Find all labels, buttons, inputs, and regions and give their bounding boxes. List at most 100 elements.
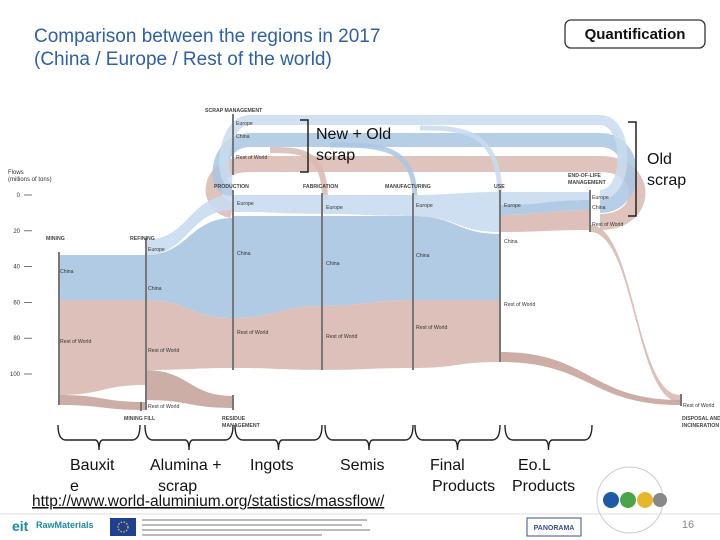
flow-band <box>413 300 500 368</box>
stage-label: Eo.L <box>518 457 551 474</box>
axis-tick-label: 40 <box>13 265 20 271</box>
node-bar <box>232 190 234 370</box>
flow-band <box>145 300 233 370</box>
region-label: Europe <box>416 203 433 209</box>
region-label: Rest of World <box>148 404 179 410</box>
eu-flag <box>110 518 136 536</box>
flow-band <box>413 216 500 300</box>
flow-band <box>322 195 413 216</box>
callout: scrap <box>647 172 686 189</box>
region-label: Europe <box>236 121 253 127</box>
node-bar <box>140 402 142 411</box>
stage-label: Semis <box>340 457 384 474</box>
scrap-loop <box>419 125 503 199</box>
node-label: PRODUCTION <box>214 184 249 190</box>
scrap-loop <box>212 133 637 213</box>
axis-label: Flows <box>8 170 24 176</box>
flow-band <box>233 216 322 318</box>
scrap-loop <box>205 156 646 230</box>
flow-band <box>413 192 500 232</box>
bracket <box>300 119 309 173</box>
bracket <box>628 121 637 217</box>
flow-band <box>322 300 413 370</box>
logo-dot <box>637 492 653 508</box>
region-label: Europe <box>148 247 165 253</box>
flow-band <box>60 300 145 395</box>
region-label: Rest of World <box>504 302 535 308</box>
decoration <box>0 19 720 537</box>
flow-band <box>60 255 145 300</box>
region-label: Rest of World <box>683 403 714 409</box>
node-bar <box>499 190 501 362</box>
region-label: Europe <box>326 205 343 211</box>
node-label: USE <box>494 184 505 190</box>
node-label: MANAGEMENT <box>568 180 607 186</box>
eu-stars <box>117 521 129 533</box>
node-bar <box>232 114 234 175</box>
stage-brace <box>324 424 414 451</box>
region-label: Rest of World <box>416 325 447 331</box>
region-label: Rest of World <box>148 348 179 354</box>
callout: Old <box>647 151 672 168</box>
flow-band <box>145 218 233 318</box>
stage-label: Ingots <box>250 457 294 474</box>
region-label: Rest of World <box>236 155 267 161</box>
badge: Quantification <box>585 26 686 43</box>
node-label: INCINERATION <box>682 423 719 429</box>
flow-band <box>145 370 233 408</box>
node-bar <box>680 394 682 406</box>
flow-band <box>322 216 413 306</box>
partner-logo <box>526 517 582 537</box>
flow-band <box>500 200 590 215</box>
footer-logo: eit <box>12 518 29 534</box>
region-label: China <box>504 239 518 245</box>
texts: Comparison between the regions in 2017(C… <box>8 26 720 534</box>
region-label: Europe <box>237 201 254 207</box>
stage-label: Alumina + <box>150 457 222 474</box>
node-label: REFINING <box>130 236 155 242</box>
axis-tick-label: 20 <box>13 229 20 235</box>
flow-band <box>60 395 145 410</box>
stage-label: Final <box>430 457 465 474</box>
slide-title: (China / Europe / Rest of the world) <box>34 49 332 70</box>
flow-band <box>233 306 322 370</box>
node-bar <box>232 395 234 410</box>
logo-dot <box>653 493 667 507</box>
node-bar <box>145 238 147 410</box>
node-label: MINING FILL <box>124 416 156 422</box>
region-label: China <box>60 269 74 275</box>
flow-band <box>233 195 322 214</box>
callout: scrap <box>316 147 355 164</box>
axis-tick-label: 0 <box>17 193 21 199</box>
slide-title: Comparison between the regions in 2017 <box>34 26 380 47</box>
flow-band <box>145 195 233 255</box>
flow-band <box>500 352 680 405</box>
region-label: China <box>148 286 162 292</box>
region-label: China <box>326 261 340 267</box>
callout: New + Old <box>316 126 391 143</box>
region-label: Rest of World <box>237 330 268 336</box>
stage-brace <box>57 424 141 451</box>
node-label: SCRAP MANAGEMENT <box>205 108 263 114</box>
node-bar <box>589 190 591 232</box>
stage-brace <box>414 424 501 451</box>
stage-brace <box>234 424 323 451</box>
node-bar <box>412 193 414 370</box>
sankey-flows <box>58 114 682 411</box>
stage-brace <box>144 424 234 451</box>
node-label: MANAGEMENT <box>222 423 261 429</box>
scrap-loop <box>219 115 628 200</box>
node-label: MANUFACTURING <box>385 184 431 190</box>
stage-label: scrap <box>158 478 197 495</box>
flow-band <box>590 225 680 402</box>
node-label: DISPOSAL AND <box>682 416 720 422</box>
stage-label: e <box>70 478 79 495</box>
axis-tick-label: 80 <box>13 336 20 342</box>
flow-band <box>500 192 590 205</box>
logo-dot <box>620 492 636 508</box>
stage-brace <box>504 424 593 451</box>
region-label: Europe <box>592 195 609 201</box>
partner-logo-text: PANORAMA <box>534 525 575 532</box>
stage-label: Bauxit <box>70 457 115 474</box>
region-label: Europe <box>504 203 521 209</box>
